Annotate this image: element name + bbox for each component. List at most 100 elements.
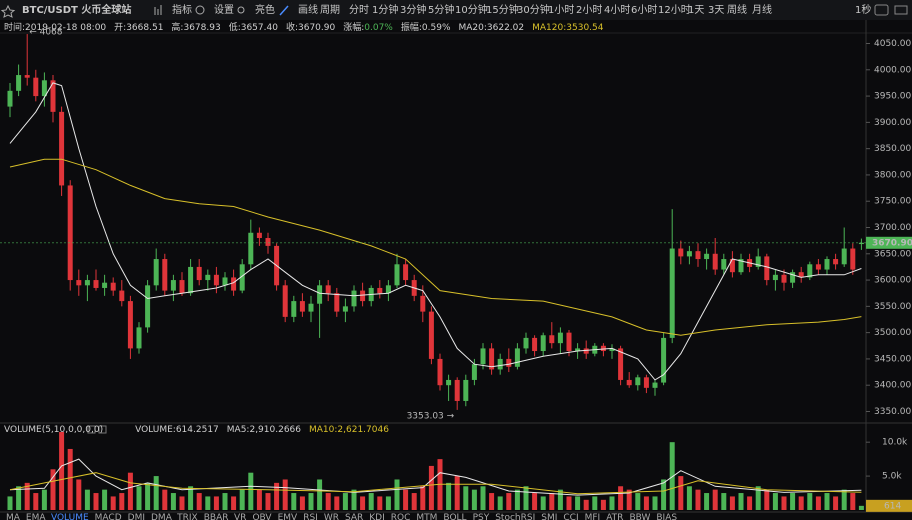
period-button[interactable]: 月线	[752, 3, 772, 16]
info-value: 3670.90	[298, 23, 335, 33]
indicator-tab[interactable]: SAR	[345, 513, 363, 520]
candle-body	[764, 256, 770, 281]
indicator-tab[interactable]: DMA	[151, 513, 173, 520]
y-tick-label: 3500.00	[874, 328, 911, 338]
candle-body	[755, 256, 761, 267]
indicator-tab[interactable]: BOLL	[443, 513, 466, 520]
candle-body	[506, 358, 512, 367]
info-value: 3668.51	[126, 23, 163, 33]
toolbar-button[interactable]: 画线	[298, 3, 318, 16]
period-button[interactable]: 10分钟	[455, 3, 488, 16]
indicator-tab[interactable]: DMI	[128, 513, 145, 520]
indicator-tab[interactable]: OBV	[252, 513, 272, 520]
y-tick-label: 3850.00	[874, 144, 911, 154]
volume-bar	[213, 496, 219, 510]
candle-body	[7, 90, 13, 107]
volume-bar	[626, 489, 632, 510]
volume-bar	[489, 493, 495, 510]
volume-bar	[454, 476, 460, 510]
volume-bar	[334, 496, 340, 510]
indicator-tab[interactable]: VR	[234, 513, 246, 520]
volume-bar	[566, 496, 572, 510]
indicator-tab[interactable]: EMV	[278, 513, 298, 520]
indicator-tab[interactable]: MACD	[95, 513, 122, 520]
indicator-tab[interactable]: ATR	[606, 513, 623, 520]
period-button[interactable]: 3分钟	[400, 3, 426, 16]
volume-bar	[24, 482, 30, 510]
volume-bar	[661, 479, 667, 510]
period-button[interactable]: 1分钟	[372, 3, 398, 16]
volume-bar	[256, 489, 262, 510]
indicator-tab[interactable]: BBAR	[204, 513, 229, 520]
period-button[interactable]: 1天	[688, 5, 704, 16]
candle-body	[480, 348, 486, 365]
indicator-tab[interactable]: StochRSI	[495, 513, 535, 520]
period-button[interactable]: 4小时	[604, 4, 630, 16]
volume-bar	[342, 493, 348, 510]
candle-body	[16, 75, 22, 91]
star-icon[interactable]	[0, 4, 16, 18]
volume-bar	[41, 489, 47, 510]
y-tick-label: 3750.00	[874, 197, 911, 207]
candle-body	[325, 285, 331, 294]
period-button[interactable]: 15分钟	[486, 3, 519, 16]
symbol[interactable]: BTC/USDT 火币全球站	[22, 3, 131, 16]
period-button[interactable]: 5分钟	[428, 3, 454, 16]
candle-body	[463, 379, 469, 401]
indicator-tab[interactable]: BIAS	[656, 513, 677, 520]
toolbar-button[interactable]: 设置	[214, 4, 234, 16]
toolbar-button[interactable]: 亮色	[255, 3, 275, 16]
candle-body	[712, 253, 718, 270]
toolbar	[0, 0, 912, 20]
period-button[interactable]: 3天	[708, 5, 724, 16]
period-button[interactable]: 12小时	[658, 4, 691, 16]
indicator-tab[interactable]: MFI	[585, 513, 601, 520]
indicator-tab[interactable]: ROC	[391, 513, 411, 520]
candle-body	[428, 311, 434, 359]
indicator-tab[interactable]: EMA	[26, 513, 46, 520]
toolbar-button[interactable]: 指标	[172, 3, 192, 16]
period-button[interactable]: 周线	[727, 3, 747, 16]
indicator-tab[interactable]: KDJ	[369, 513, 385, 520]
candle-body	[497, 358, 503, 370]
volume-bar	[222, 493, 228, 510]
indicator-tab[interactable]: WR	[324, 513, 339, 520]
indicator-tab[interactable]: TRIX	[176, 513, 198, 520]
settings-box[interactable]	[87, 425, 96, 434]
indicator-tab[interactable]: MTM	[416, 513, 437, 520]
camera-icon[interactable]	[874, 4, 889, 16]
indicator-tab[interactable]: SMI	[541, 513, 557, 520]
volume-bar	[428, 465, 434, 510]
candle-body	[704, 253, 710, 260]
fullscreen-icon[interactable]	[894, 5, 908, 15]
info-label: 低:	[229, 21, 241, 33]
volume-bar	[282, 479, 288, 510]
y-tick-label: 3550.00	[874, 302, 911, 312]
period-button[interactable]: 分时	[349, 4, 369, 16]
volume-bar	[514, 489, 520, 510]
y-tick-label: 3800.00	[874, 170, 911, 180]
candle-body	[815, 264, 821, 270]
indicator-tab[interactable]: BBW	[629, 513, 650, 520]
volume-bar	[205, 496, 211, 510]
volume-bar	[575, 496, 581, 510]
period-button[interactable]: 2小时	[576, 4, 602, 16]
volume-bar	[102, 489, 108, 510]
indicator-tab[interactable]: RSI	[303, 513, 318, 520]
volume-bar	[325, 493, 331, 510]
volume-bar	[652, 496, 658, 510]
indicator-tab[interactable]: CCI	[563, 513, 578, 520]
candle-body	[222, 277, 228, 286]
period-button[interactable]: 30分钟	[517, 3, 550, 16]
candle-body	[24, 75, 30, 78]
indicator-tab[interactable]: PSY	[473, 513, 490, 520]
period-button[interactable]: 6小时	[631, 4, 657, 16]
candle-body	[609, 348, 615, 352]
indicator-tab[interactable]: VOLUME	[51, 513, 89, 520]
period-button[interactable]: 1小时	[548, 4, 574, 16]
candle-body	[781, 274, 787, 283]
indicator-tab[interactable]: MA	[6, 513, 21, 520]
close-box[interactable]	[98, 425, 107, 434]
volume-bar	[712, 489, 718, 510]
last-volume-box	[866, 499, 912, 512]
